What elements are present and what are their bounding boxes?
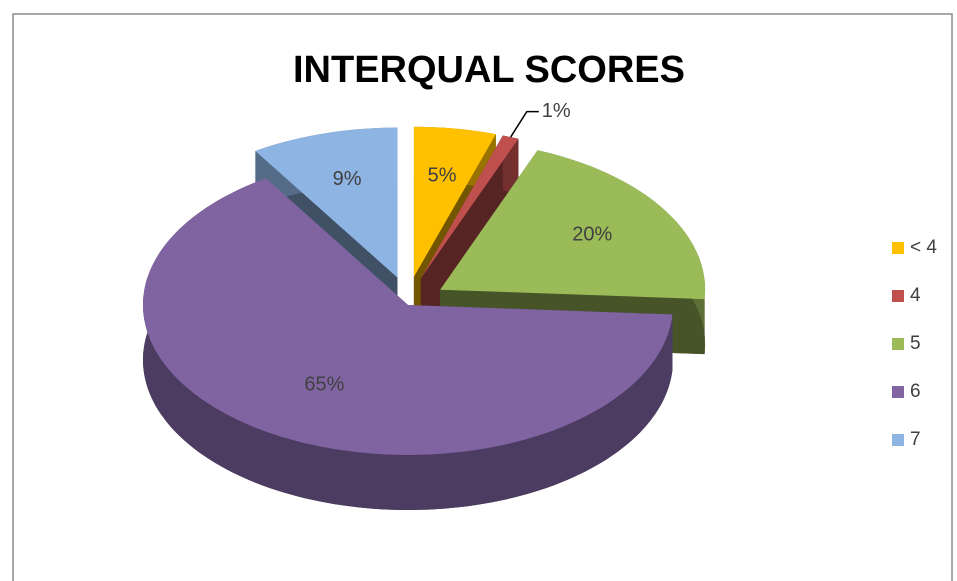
legend-label: 4 <box>910 285 921 306</box>
slice <box>143 178 673 455</box>
slice <box>255 127 398 278</box>
chart-title: INTERQUAL SCORES <box>293 49 685 91</box>
legend-swatch <box>892 338 904 350</box>
top-layer <box>143 126 706 455</box>
legend-label: 7 <box>910 429 921 450</box>
data-label: 9% <box>333 168 362 190</box>
legend-swatch <box>892 386 904 398</box>
slice <box>420 135 519 279</box>
slice <box>413 126 496 277</box>
legend-swatch <box>892 242 904 254</box>
leader-line <box>510 110 539 138</box>
data-label: 20% <box>572 223 612 245</box>
slice <box>440 150 706 300</box>
legend-swatch <box>892 434 904 446</box>
data-label: 65% <box>304 373 344 395</box>
labels-layer: 5% 1% 20% 65% 9% <box>304 100 612 395</box>
legend-swatch <box>892 290 904 302</box>
data-label: 1% <box>542 100 571 122</box>
legend-label: < 4 <box>910 237 937 258</box>
legend-label: 6 <box>910 381 921 402</box>
data-label: 5% <box>428 164 457 186</box>
legend-label: 5 <box>910 333 921 354</box>
